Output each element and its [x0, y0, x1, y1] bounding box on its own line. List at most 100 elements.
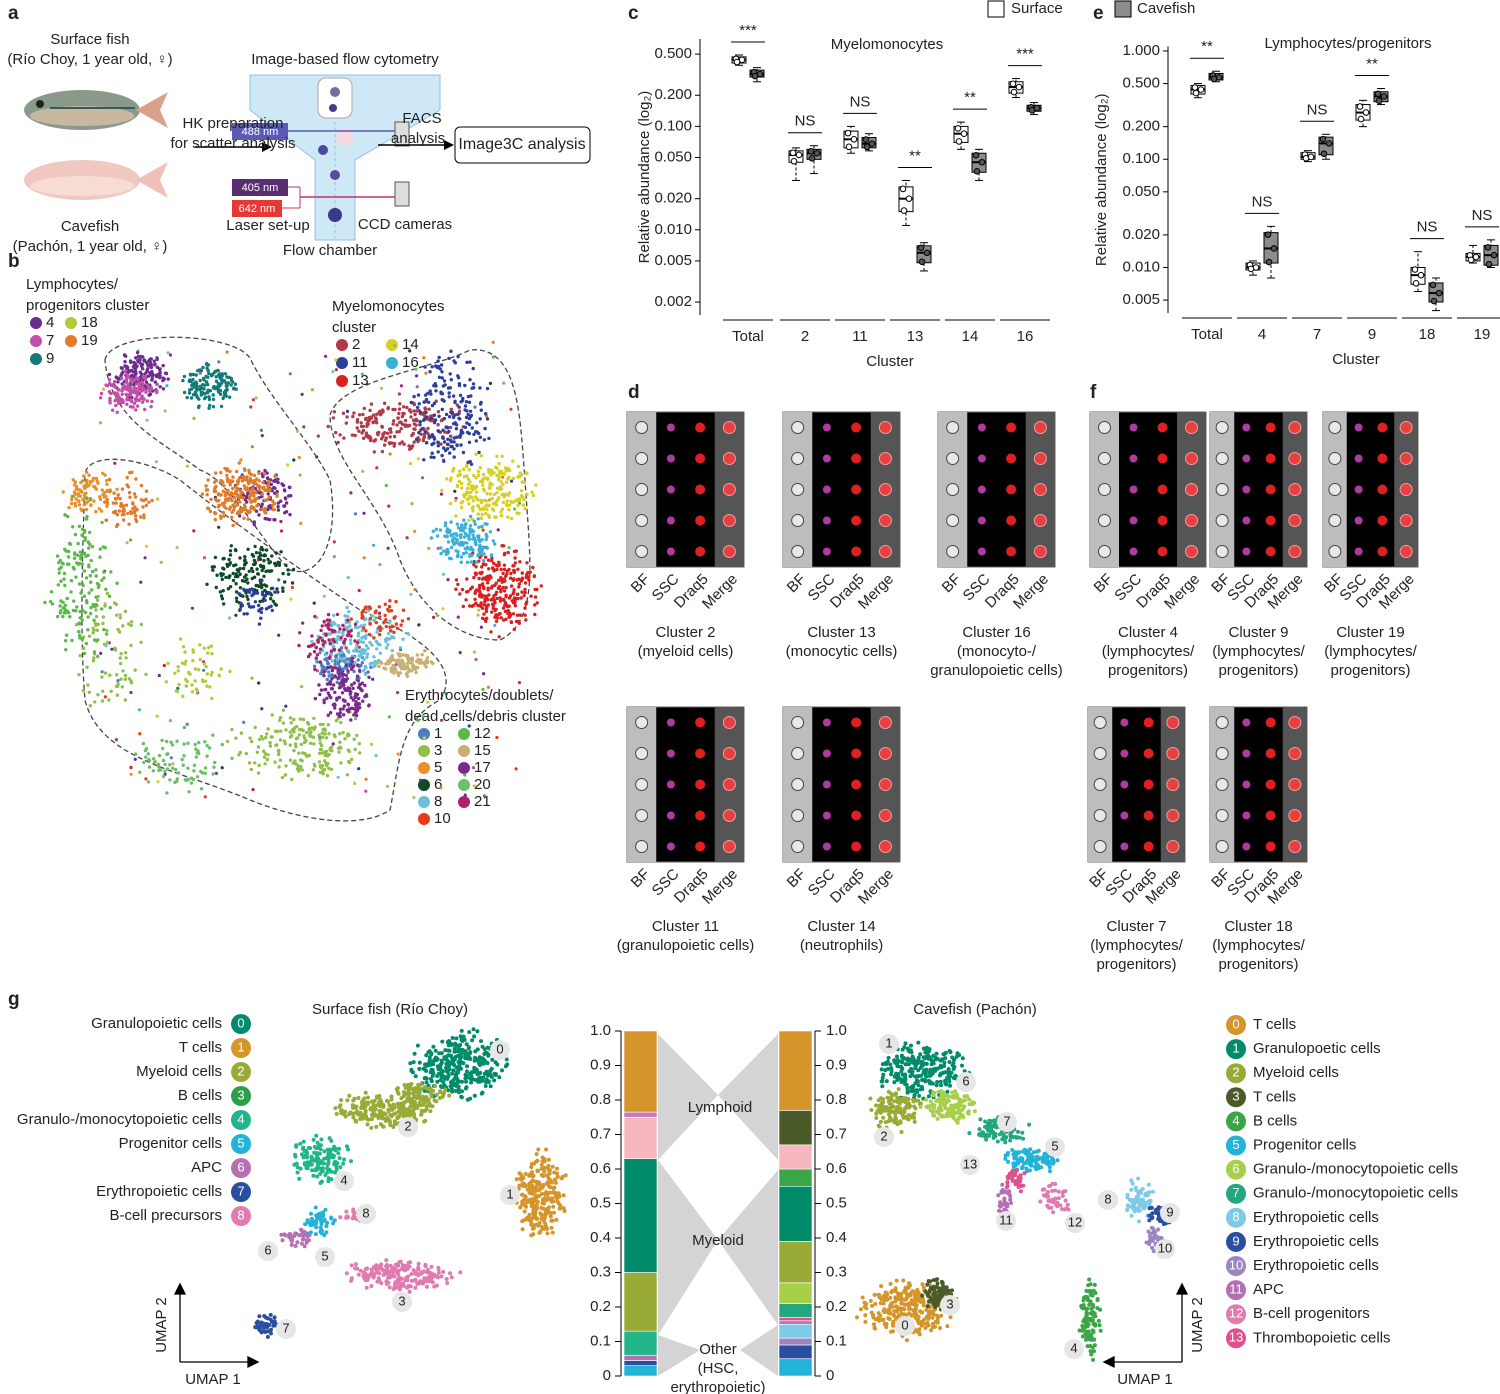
cell-point — [517, 1184, 521, 1188]
cell-point — [333, 410, 336, 413]
cell-draq5 — [1266, 749, 1276, 759]
cell-point — [381, 410, 384, 413]
y-axis-label: Relative abundance (log₂) — [636, 91, 653, 264]
cell-point — [380, 1116, 384, 1120]
cell-point — [191, 378, 194, 381]
cell-point — [336, 613, 339, 616]
y-tick-label: 0.010 — [654, 221, 692, 238]
cell-point — [171, 767, 174, 770]
cell-point — [223, 467, 226, 470]
cell-point — [282, 709, 285, 712]
cell-point — [423, 418, 426, 421]
caption: Cluster 2 — [655, 624, 715, 641]
cell-point — [425, 1077, 429, 1081]
cell-point — [85, 517, 88, 520]
cell-point — [430, 536, 433, 539]
cell-ssc — [667, 548, 675, 556]
cell-point — [533, 574, 536, 577]
cell-point — [497, 1075, 501, 1079]
cell-draq5 — [1266, 842, 1276, 852]
cell-point — [458, 410, 461, 413]
cell-point — [149, 365, 152, 368]
cell-point — [119, 652, 122, 655]
cell-point — [269, 605, 272, 608]
cell-point — [305, 731, 308, 734]
cell-point — [68, 615, 71, 618]
cell-point — [448, 451, 451, 454]
cell-point — [134, 514, 137, 517]
cell-point — [477, 577, 480, 580]
cell-point — [142, 499, 145, 502]
cell-point — [465, 409, 468, 412]
cell-point — [426, 427, 429, 430]
cell-point — [186, 680, 189, 683]
cell-ssc — [1130, 424, 1138, 432]
cell-draq5 — [695, 811, 705, 821]
cell-point — [92, 627, 95, 630]
cell-point — [332, 645, 335, 648]
cell-point — [163, 763, 166, 766]
cell-point — [388, 599, 391, 602]
cell-point — [102, 545, 105, 548]
cell-point — [210, 374, 213, 377]
cell-point — [512, 577, 515, 580]
cell-point — [366, 652, 369, 655]
cell-point — [463, 1076, 467, 1080]
cell-point — [222, 589, 225, 592]
cell-point — [516, 597, 519, 600]
cell-point — [492, 509, 495, 512]
cell-point — [140, 623, 143, 626]
cell-point — [114, 497, 117, 500]
cell-point — [509, 577, 512, 580]
cell-point — [323, 620, 326, 623]
cell-ssc — [667, 719, 675, 727]
cell-point — [557, 1195, 561, 1199]
cell-point — [115, 582, 118, 585]
cell-point — [493, 584, 496, 587]
cell-point — [423, 736, 426, 739]
cell-point — [85, 642, 88, 645]
cell-point — [439, 786, 442, 789]
cell-point — [419, 779, 422, 782]
cell-point — [183, 650, 186, 653]
cell-point — [451, 1068, 455, 1072]
cell-point — [327, 732, 330, 735]
cell-point — [354, 623, 357, 626]
cell-bf — [636, 453, 648, 465]
cell-point — [250, 677, 253, 680]
significance: ** — [1201, 38, 1213, 55]
cell-point — [393, 442, 396, 445]
cell-merge — [1289, 484, 1301, 496]
cell-point — [419, 658, 422, 661]
cell-point — [315, 656, 318, 659]
cell-point — [338, 433, 341, 436]
cell-point — [119, 613, 122, 616]
point — [979, 159, 985, 165]
cell-point — [525, 601, 528, 604]
panel-letter: a — [8, 3, 19, 24]
cell-point — [213, 761, 216, 764]
cell-point — [171, 743, 174, 746]
cell-point — [392, 636, 395, 639]
cell-point — [465, 1085, 469, 1089]
cell-point — [324, 653, 327, 656]
cell-point — [546, 1166, 550, 1170]
caption: (neutrophils) — [800, 937, 883, 954]
cell-point — [262, 575, 265, 578]
cell-point — [207, 372, 210, 375]
cell-point — [410, 401, 413, 404]
cell-point — [482, 672, 485, 675]
cell-point — [455, 534, 458, 537]
cell-point — [123, 364, 126, 367]
cell-point — [436, 423, 439, 426]
legend-swatch — [988, 1, 1004, 17]
cell-point — [452, 422, 455, 425]
cell-point — [545, 1227, 549, 1231]
cell-point — [387, 505, 390, 508]
cell-point — [224, 494, 227, 497]
cell-point — [412, 395, 415, 398]
cell-point — [176, 546, 179, 549]
cell-point — [146, 399, 149, 402]
significance: NS — [1252, 193, 1273, 210]
cell-point — [374, 1125, 378, 1129]
